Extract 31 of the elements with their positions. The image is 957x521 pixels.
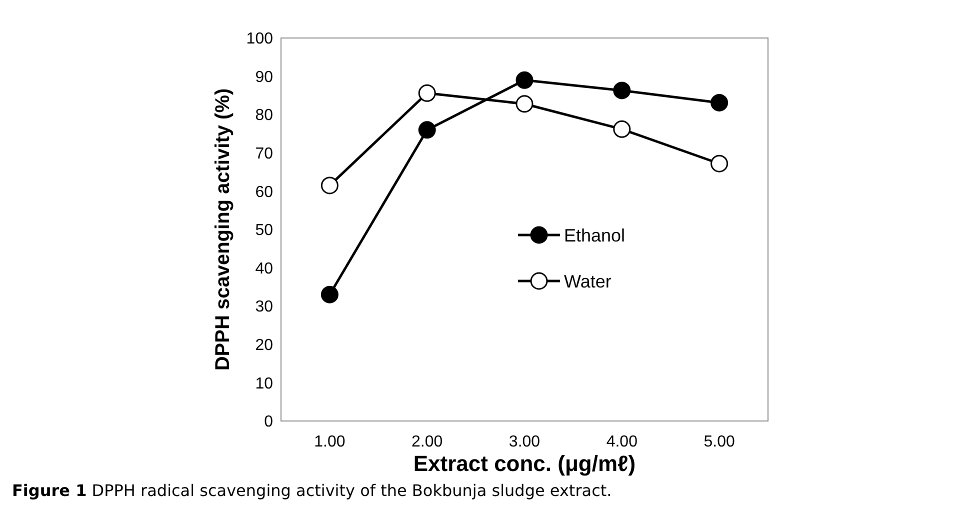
y-tick-label: 10 [255, 375, 274, 392]
y-tick-label: 40 [255, 260, 274, 278]
x-tick-label: 2.00 [412, 434, 443, 451]
x-tick-label: 1.00 [314, 434, 346, 451]
y-tick-label: 30 [255, 298, 274, 316]
y-tick-label: 0 [264, 414, 274, 431]
y-tick-label: 60 [255, 184, 274, 201]
point [613, 120, 631, 138]
y-tick-label: 90 [255, 68, 274, 86]
point [418, 121, 436, 139]
legend-label: Water [564, 271, 612, 292]
y-tick-label: 20 [255, 337, 274, 354]
x-tick-label: 4.00 [606, 434, 638, 451]
caption: Figure 1 DPPH radical scavenging activity of the Bokbunja sludge extract. [12, 481, 612, 500]
y-axis-title: DPPH scavenging activity (%) [212, 88, 234, 371]
legend-label: Ethanol [564, 225, 626, 246]
point [710, 154, 728, 172]
point [516, 95, 534, 113]
point [320, 176, 338, 194]
y-tick-label: 80 [255, 107, 274, 124]
point [613, 82, 631, 100]
y-tick-label: 100 [246, 30, 274, 48]
point [710, 94, 728, 112]
y-tick-label: 50 [255, 222, 274, 240]
x-tick-label: 3.00 [508, 434, 540, 451]
x-tick-label: 5.00 [704, 434, 735, 451]
point [516, 71, 534, 89]
point [418, 84, 436, 102]
x-axis-title: Extract conc. (μg/mℓ) [413, 451, 636, 476]
y-tick-label: 70 [255, 146, 274, 162]
point [320, 286, 338, 304]
